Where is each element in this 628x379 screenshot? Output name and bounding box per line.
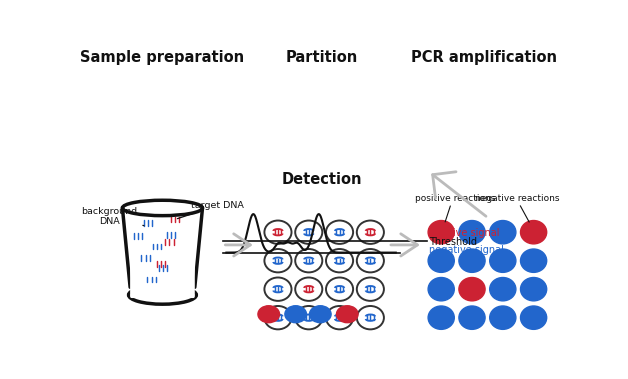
Ellipse shape bbox=[459, 221, 485, 244]
Ellipse shape bbox=[521, 306, 547, 329]
Ellipse shape bbox=[459, 306, 485, 329]
Ellipse shape bbox=[521, 249, 547, 273]
Text: negative signal: negative signal bbox=[429, 245, 504, 255]
Ellipse shape bbox=[490, 306, 516, 329]
Ellipse shape bbox=[428, 249, 454, 273]
Text: positive signal: positive signal bbox=[429, 229, 499, 238]
Ellipse shape bbox=[428, 277, 454, 301]
Ellipse shape bbox=[521, 221, 547, 244]
Ellipse shape bbox=[459, 249, 485, 273]
Text: background
DNA: background DNA bbox=[81, 207, 144, 226]
Ellipse shape bbox=[428, 306, 454, 329]
Ellipse shape bbox=[310, 306, 331, 323]
Text: Threshold: Threshold bbox=[429, 237, 477, 247]
Ellipse shape bbox=[490, 221, 516, 244]
Ellipse shape bbox=[490, 277, 516, 301]
Text: Detection: Detection bbox=[281, 172, 362, 187]
FancyBboxPatch shape bbox=[130, 208, 195, 298]
Text: positive reactions: positive reactions bbox=[415, 194, 495, 202]
Ellipse shape bbox=[490, 249, 516, 273]
Ellipse shape bbox=[337, 306, 358, 323]
Ellipse shape bbox=[258, 306, 279, 323]
Ellipse shape bbox=[521, 277, 547, 301]
Ellipse shape bbox=[285, 306, 306, 323]
Ellipse shape bbox=[459, 277, 485, 301]
Text: negative reactions: negative reactions bbox=[475, 194, 560, 202]
Text: target DNA: target DNA bbox=[178, 201, 244, 219]
Text: Sample preparation: Sample preparation bbox=[80, 50, 244, 65]
Text: Partition: Partition bbox=[286, 50, 358, 65]
Ellipse shape bbox=[428, 221, 454, 244]
Text: PCR amplification: PCR amplification bbox=[411, 50, 556, 65]
